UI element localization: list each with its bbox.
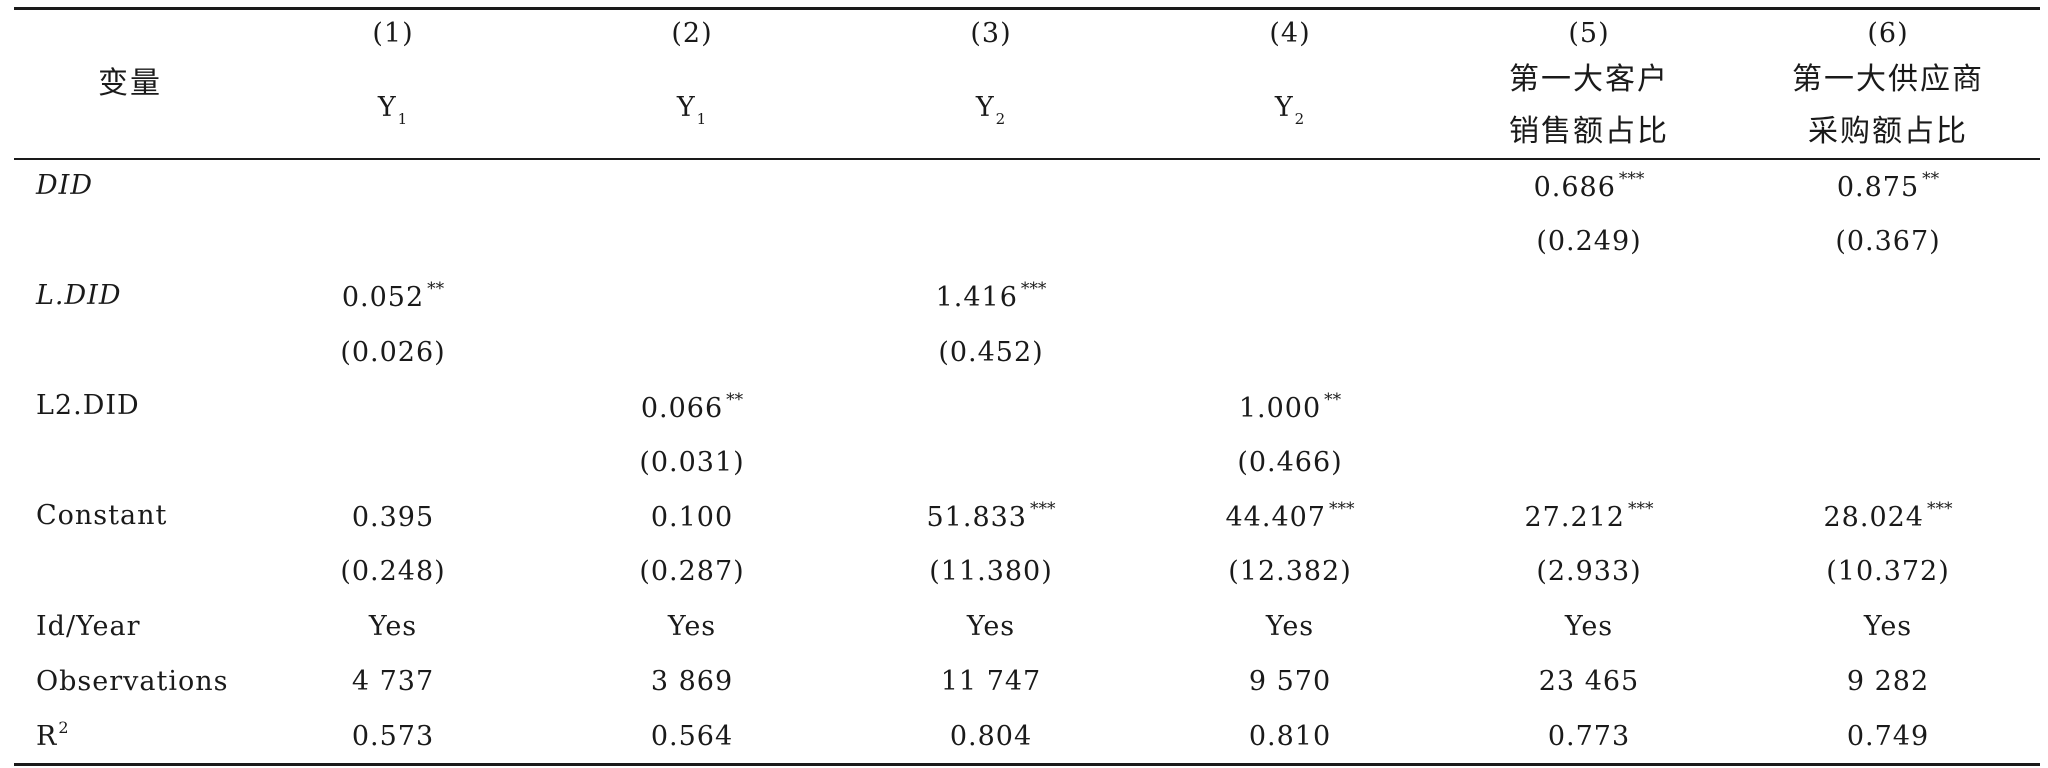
constant-col2-coefficient: 0.100: [650, 502, 734, 533]
column-number-2: (2): [671, 18, 713, 49]
observations-col6: 9 282: [1846, 666, 1930, 697]
row-label-r-squared: R2: [36, 718, 70, 752]
l2-did-col4-std-error: (0.466): [1237, 447, 1343, 478]
observations-col5: 23 465: [1538, 666, 1640, 697]
constant-col6-coefficient: 28.024 ***: [1823, 499, 1953, 533]
id-year-col5: Yes: [1564, 611, 1614, 642]
row-label-id-year: Id/Year: [36, 611, 141, 642]
did-col6-coefficient: 0.875 **: [1836, 169, 1940, 203]
row-label-did: DID: [36, 170, 93, 201]
l-did-col1-std-error: (0.026): [340, 337, 446, 368]
row-label-observations: Observations: [36, 666, 229, 697]
constant-col6-std-error: (10.372): [1826, 556, 1950, 587]
id-year-col6: Yes: [1863, 611, 1913, 642]
constant-col1-coefficient: 0.395: [351, 502, 435, 533]
r-squared-col1: 0.573: [351, 721, 435, 752]
dependent-variable-2: Y1: [676, 92, 708, 128]
dependent-variable-4: Y2: [1274, 92, 1306, 128]
constant-col5-coefficient: 27.212 ***: [1524, 499, 1654, 533]
observations-col2: 3 869: [650, 666, 734, 697]
did-col5-coefficient: 0.686 ***: [1533, 169, 1645, 203]
l2-did-col2-coefficient: 0.066 **: [640, 390, 744, 424]
r-squared-col6: 0.749: [1846, 721, 1930, 752]
column-number-1: (1): [372, 18, 414, 49]
r-squared-col3: 0.804: [949, 721, 1033, 752]
id-year-col2: Yes: [667, 611, 717, 642]
constant-col1-std-error: (0.248): [340, 556, 446, 587]
dependent-variable-1: Y1: [377, 92, 409, 128]
constant-col2-std-error: (0.287): [639, 556, 745, 587]
r-squared-col4: 0.810: [1248, 721, 1332, 752]
l-did-col3-std-error: (0.452): [938, 337, 1044, 368]
observations-col3: 11 747: [940, 666, 1042, 697]
row-label-constant: Constant: [36, 500, 168, 531]
id-year-col4: Yes: [1265, 611, 1315, 642]
column-6-title-line-2: 采购额占比: [1808, 114, 1968, 149]
dependent-variable-3: Y2: [975, 92, 1007, 128]
table-top-rule: [14, 7, 2040, 10]
column-5-title-line-1: 第一大客户: [1509, 62, 1669, 97]
constant-col5-std-error: (2.933): [1536, 556, 1642, 587]
observations-col1: 4 737: [351, 666, 435, 697]
table-bottom-rule: [14, 763, 2040, 766]
constant-col3-std-error: (11.380): [929, 556, 1053, 587]
l-did-col1-coefficient: 0.052 **: [341, 279, 445, 313]
id-year-col1: Yes: [368, 611, 418, 642]
r-squared-col2: 0.564: [650, 721, 734, 752]
row-label-l-did: L.DID: [36, 280, 122, 311]
column-number-5: (5): [1568, 18, 1610, 49]
constant-col3-coefficient: 51.833 ***: [926, 499, 1056, 533]
l2-did-col4-coefficient: 1.000 **: [1238, 390, 1342, 424]
l2-did-col2-std-error: (0.031): [639, 447, 745, 478]
constant-col4-coefficient: 44.407 ***: [1225, 499, 1355, 533]
variable-header: 变量: [98, 66, 162, 101]
column-number-4: (4): [1269, 18, 1311, 49]
l-did-col3-coefficient: 1.416 ***: [935, 279, 1047, 313]
column-number-3: (3): [970, 18, 1012, 49]
did-col6-std-error: (0.367): [1835, 226, 1941, 257]
column-6-title-line-1: 第一大供应商: [1792, 62, 1984, 97]
column-number-6: (6): [1867, 18, 1909, 49]
column-5-title-line-2: 销售额占比: [1509, 114, 1669, 149]
did-col5-std-error: (0.249): [1536, 226, 1642, 257]
observations-col4: 9 570: [1248, 666, 1332, 697]
table-header-rule: [14, 158, 2040, 160]
id-year-col3: Yes: [966, 611, 1016, 642]
row-label-l2-did: L2.DID: [36, 390, 140, 421]
r-squared-col5: 0.773: [1547, 721, 1631, 752]
constant-col4-std-error: (12.382): [1228, 556, 1352, 587]
